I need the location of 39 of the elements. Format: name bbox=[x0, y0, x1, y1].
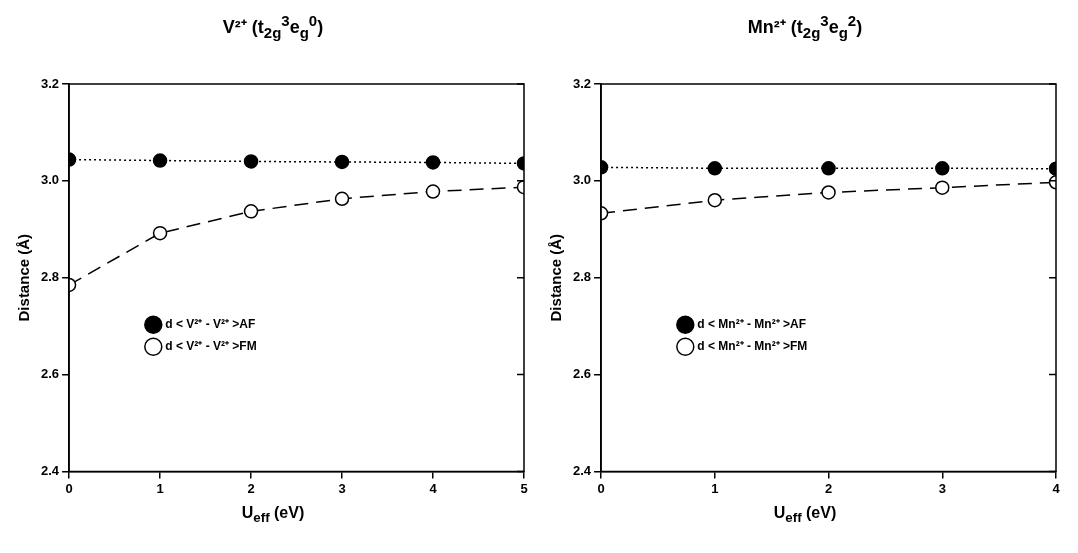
legend-label: d < Mn²⁺ - Mn²⁺ >FM bbox=[697, 339, 808, 353]
x-tick-label: 5 bbox=[520, 480, 528, 496]
y-tick-label: 3.2 bbox=[572, 75, 592, 91]
chart-title: Mn²⁺ (t$_{2g}$$^{3}$e$_{g}$$^{2}$) bbox=[746, 11, 864, 43]
x-tick-label: 1 bbox=[711, 480, 719, 496]
point bbox=[243, 204, 259, 219]
x-axis-title: U$_{eff}$ (eV) bbox=[240, 504, 306, 526]
x-axis-title: U$_{eff}$ (eV) bbox=[772, 504, 838, 526]
x-tick-label: 3 bbox=[938, 480, 946, 496]
x-tick-label: 0 bbox=[65, 480, 73, 496]
y-tick-label: 2.6 bbox=[40, 366, 60, 382]
point bbox=[821, 161, 836, 176]
y-tick-label: 2.4 bbox=[40, 462, 60, 478]
y-tick-label: 3.0 bbox=[40, 172, 60, 188]
point bbox=[821, 185, 836, 200]
x-tick-label: 4 bbox=[429, 480, 438, 496]
point bbox=[707, 161, 723, 176]
chart-title: V²⁺ (t$_{2g}$$^{3}$e$_{g}$$^{0}$) bbox=[221, 11, 325, 43]
x-tick-label: 4 bbox=[1052, 480, 1061, 496]
point bbox=[243, 154, 259, 169]
x-tick-label: 2 bbox=[247, 480, 255, 496]
legend-label: d < V²⁺ - V²⁺ >FM bbox=[165, 339, 257, 353]
y-tick-label: 2.6 bbox=[572, 366, 592, 382]
y-tick-label: 2.8 bbox=[40, 269, 60, 285]
x-tick-label: 0 bbox=[597, 480, 605, 496]
legend-label: d < Mn²⁺ - Mn²⁺ >AF bbox=[697, 317, 806, 331]
y-tick-label: 3.0 bbox=[572, 172, 592, 188]
point bbox=[334, 154, 350, 170]
y-axis-title: Distance (Å) bbox=[15, 233, 33, 322]
point bbox=[334, 191, 350, 207]
legend-label: d < V²⁺ - V²⁺ >AF bbox=[165, 317, 256, 331]
x-tick-label: 2 bbox=[824, 480, 833, 496]
y-tick-label: 3.2 bbox=[40, 75, 60, 91]
y-axis-title: Distance (Å) bbox=[547, 233, 565, 322]
point bbox=[707, 192, 723, 208]
y-tick-label: 2.4 bbox=[572, 462, 592, 478]
y-tick-label: 2.8 bbox=[572, 269, 592, 285]
x-tick-label: 3 bbox=[338, 480, 346, 496]
x-tick-label: 1 bbox=[156, 480, 164, 496]
